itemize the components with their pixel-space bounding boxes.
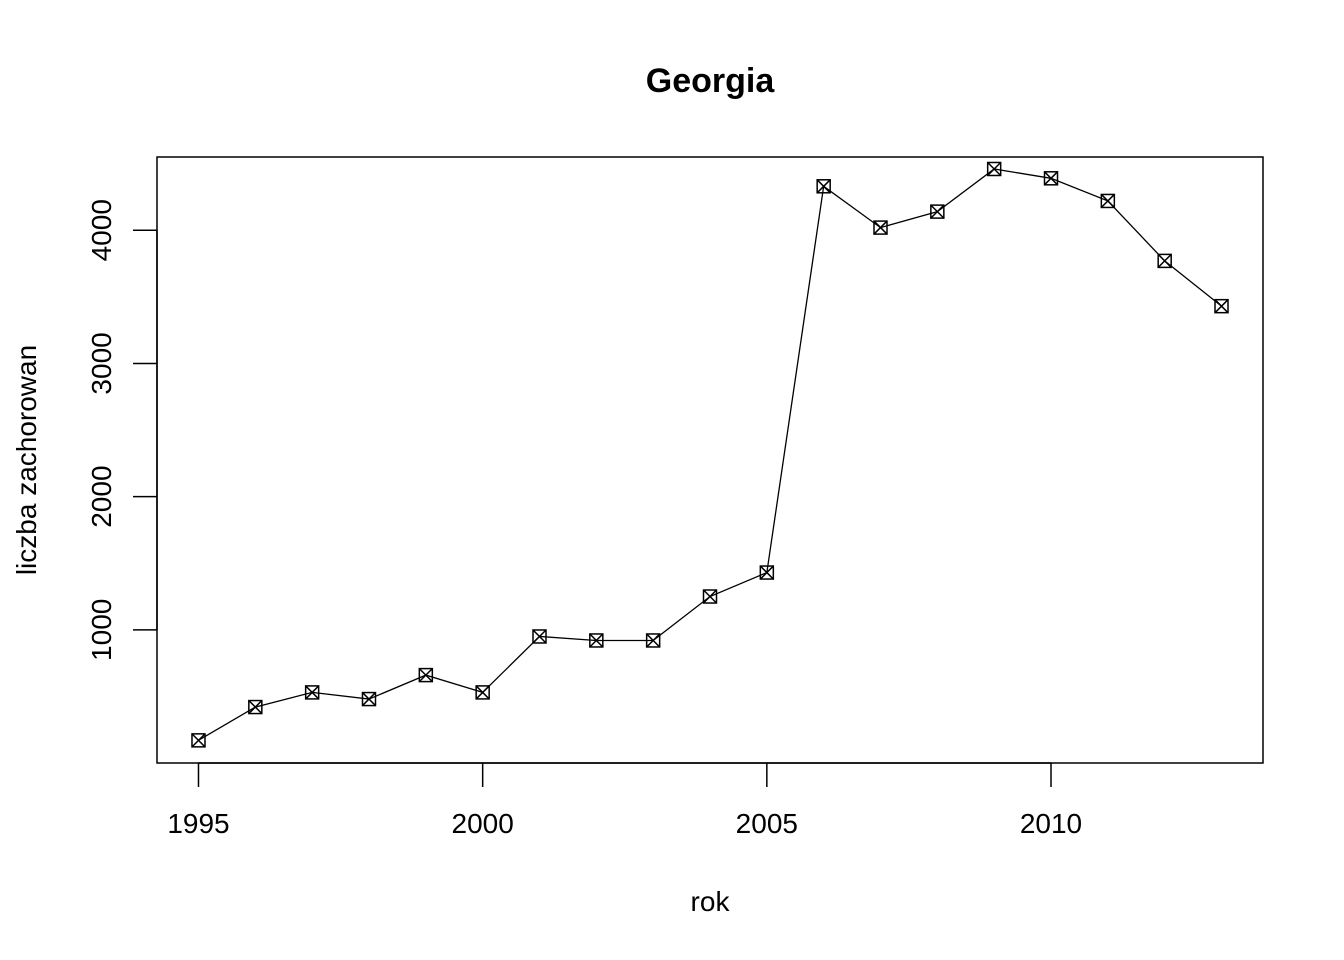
y-axis-label: liczba zachorowan <box>11 345 42 575</box>
data-point-cross <box>987 161 1002 177</box>
data-point-box <box>361 691 377 707</box>
x-tick-label: 1995 <box>167 808 229 839</box>
x-tick-label: 2010 <box>1020 808 1082 839</box>
data-point-box <box>475 685 490 700</box>
data-point <box>418 667 434 683</box>
data-point-box <box>1157 253 1172 269</box>
data-point <box>191 733 206 748</box>
x-axis-label: rok <box>691 886 731 917</box>
data-point <box>702 589 718 604</box>
data-point-box <box>418 667 434 683</box>
data-point-cross <box>418 668 433 683</box>
data-point-box <box>191 733 206 748</box>
data-point <box>475 685 490 700</box>
data-points <box>191 161 1229 748</box>
data-point-box <box>702 589 718 604</box>
data-point-box <box>816 179 831 194</box>
data-point-cross <box>1043 171 1059 186</box>
data-point-cross <box>702 589 718 604</box>
plot-frame <box>156 156 1264 764</box>
data-point-cross <box>191 733 206 748</box>
data-point-box <box>304 685 320 700</box>
data-point-box <box>532 629 547 644</box>
y-tick-label: 2000 <box>86 465 117 527</box>
series-line <box>198 168 1222 741</box>
y-tick-label: 1000 <box>86 599 117 661</box>
data-point-box <box>759 565 775 580</box>
data-point-box <box>986 161 1002 177</box>
data-point-cross <box>873 220 888 235</box>
data-point-cross <box>305 685 320 700</box>
data-point <box>759 565 775 580</box>
data-point <box>930 204 945 219</box>
data-point-box <box>589 633 604 648</box>
data-point <box>361 691 377 707</box>
data-point <box>986 161 1002 177</box>
data-point-cross <box>589 633 604 648</box>
data-point <box>873 220 888 235</box>
x-tick-label: 2000 <box>452 808 514 839</box>
data-point-cross <box>646 633 661 648</box>
data-point-box <box>248 699 263 715</box>
data-point-box <box>930 204 945 219</box>
data-point-cross <box>361 692 377 707</box>
data-point-cross <box>930 204 945 219</box>
data-point <box>589 633 604 648</box>
data-point <box>1043 171 1059 186</box>
data-point-box <box>1100 193 1116 209</box>
data-point <box>532 629 547 644</box>
data-point <box>1100 193 1116 209</box>
x-axis: 1995 2000 2005 2010 <box>167 762 1082 839</box>
y-axis: 1000 2000 3000 4000 <box>86 199 158 661</box>
y-tick-label: 3000 <box>86 332 117 394</box>
chart-title: Georgia <box>646 62 776 100</box>
data-point <box>248 699 263 715</box>
data-point-cross <box>1214 299 1229 314</box>
data-point-cross <box>475 685 490 700</box>
data-point-cross <box>1157 253 1172 268</box>
data-point-cross <box>532 629 547 644</box>
data-point <box>1157 253 1172 269</box>
x-tick-label: 2005 <box>736 808 798 839</box>
data-point <box>645 633 661 648</box>
data-point-box <box>1043 171 1059 186</box>
y-tick-label: 4000 <box>86 199 117 261</box>
data-point-cross <box>1100 193 1115 208</box>
data-point-cross <box>816 179 831 194</box>
data-point-box <box>645 633 661 648</box>
data-point-cross <box>248 700 263 715</box>
data-point-box <box>873 220 888 235</box>
data-point <box>1214 298 1229 314</box>
data-point-cross <box>759 565 774 580</box>
data-point-box <box>1214 298 1229 314</box>
data-point <box>816 179 831 194</box>
data-point <box>304 685 320 700</box>
